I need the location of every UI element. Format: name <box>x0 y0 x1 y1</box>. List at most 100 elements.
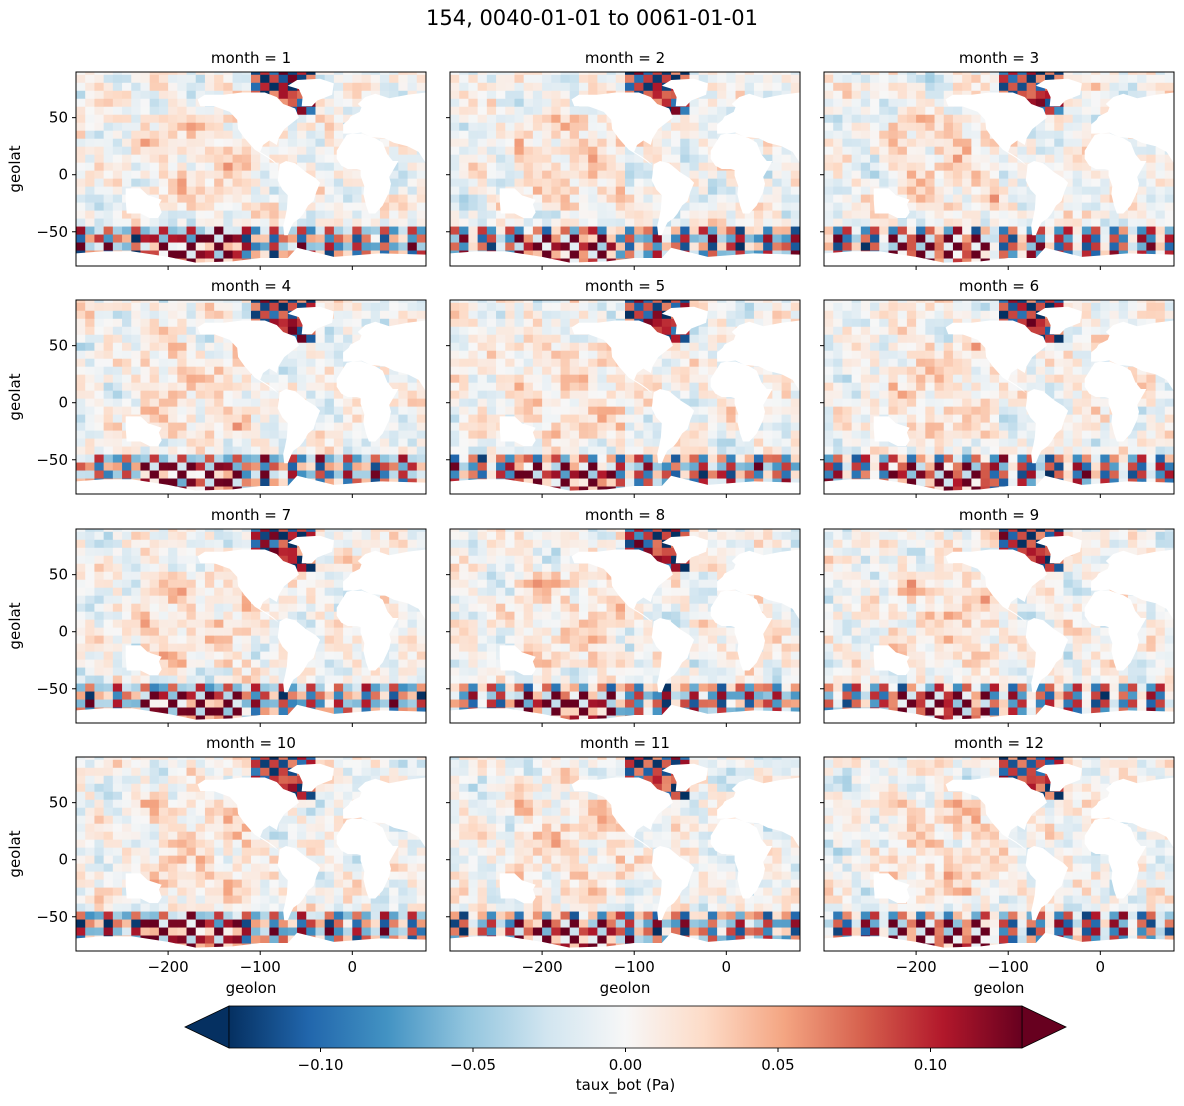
land-mask <box>277 389 321 464</box>
heatmap-cell <box>542 250 552 259</box>
heatmap-cell <box>1091 234 1101 243</box>
heatmap-cell <box>569 422 580 431</box>
heatmap-cell <box>343 414 353 423</box>
heatmap-cell <box>459 114 469 123</box>
heatmap-cell <box>379 74 390 83</box>
heatmap-cell <box>315 170 326 179</box>
heatmap-cell <box>689 194 700 203</box>
heatmap-cell <box>496 130 506 139</box>
heatmap-cell <box>1072 114 1083 123</box>
heatmap-cell <box>195 438 206 447</box>
heatmap-cell <box>1091 242 1101 251</box>
heatmap-cell <box>689 138 700 147</box>
heatmap-cell <box>370 74 381 83</box>
heatmap-cell <box>122 162 132 171</box>
heatmap-cell <box>523 234 534 243</box>
heatmap-cell <box>763 74 773 83</box>
heatmap-cell <box>772 438 783 447</box>
heatmap-cell <box>1026 154 1037 163</box>
heatmap-cell <box>925 226 936 235</box>
heatmap-cell <box>772 90 783 99</box>
heatmap-cell <box>168 178 178 187</box>
heatmap-cell <box>560 470 571 479</box>
heatmap-cell <box>477 302 488 311</box>
heatmap-cell <box>1054 154 1064 163</box>
heatmap-cell <box>588 130 598 139</box>
heatmap-cell <box>842 106 853 115</box>
heatmap-cell <box>76 98 86 107</box>
heatmap-cell <box>652 326 663 335</box>
heatmap-cell <box>269 250 280 259</box>
heatmap-cell <box>333 226 344 235</box>
heatmap-cell <box>76 130 86 139</box>
heatmap-cell <box>735 300 746 303</box>
heatmap-cell <box>707 170 718 179</box>
land-mask <box>76 247 426 266</box>
heatmap-cell <box>1137 242 1147 251</box>
heatmap-cell <box>707 82 718 91</box>
heatmap-cell <box>615 138 626 147</box>
heatmap-cell <box>195 250 206 259</box>
heatmap-cell <box>241 218 252 227</box>
heatmap-cell <box>389 170 399 179</box>
heatmap-cell <box>85 446 95 455</box>
heatmap-cell <box>168 242 178 251</box>
heatmap-cell <box>315 446 326 455</box>
heatmap-cell <box>606 366 617 375</box>
heatmap-cell <box>103 438 114 447</box>
heatmap-cell <box>112 82 123 91</box>
heatmap-cell <box>486 210 497 219</box>
heatmap-cell <box>560 358 571 367</box>
heatmap-cell <box>615 146 626 155</box>
heatmap-cell <box>735 90 746 99</box>
heatmap-cell <box>352 406 363 415</box>
heatmap-cell <box>186 438 197 447</box>
heatmap-cell <box>496 300 506 303</box>
heatmap-cell <box>1008 250 1018 259</box>
heatmap-cell <box>661 470 672 479</box>
heatmap-cell <box>214 390 224 399</box>
heatmap-cell <box>753 138 764 147</box>
heatmap-cell <box>514 218 525 227</box>
heatmap-cell <box>772 454 783 463</box>
heatmap-cell <box>698 302 709 311</box>
heatmap-cell <box>643 218 654 227</box>
heatmap-cell <box>370 470 381 479</box>
heatmap-cell <box>1072 226 1083 235</box>
heatmap-cell <box>542 82 552 91</box>
heatmap-cell <box>214 114 224 123</box>
heatmap-cell <box>260 234 270 243</box>
heatmap-cell <box>615 154 626 163</box>
heatmap-cell <box>168 382 178 391</box>
heatmap-cell <box>468 130 479 139</box>
heatmap-cell <box>934 462 945 471</box>
heatmap-cell <box>698 374 709 383</box>
heatmap-cell <box>103 90 114 99</box>
heatmap-cell <box>671 300 681 303</box>
heatmap-cell <box>1127 74 1138 83</box>
heatmap-cell <box>1127 82 1138 91</box>
heatmap-cell <box>112 326 123 335</box>
heatmap-cell <box>407 454 418 463</box>
heatmap-cell <box>514 122 525 131</box>
heatmap-cell <box>1109 202 1120 211</box>
heatmap-cell <box>652 478 663 487</box>
heatmap-cell <box>1054 226 1064 235</box>
heatmap-cell <box>287 382 298 391</box>
heatmap-cell <box>333 130 344 139</box>
heatmap-cell <box>103 462 114 471</box>
heatmap-cell <box>122 446 132 455</box>
heatmap-cell <box>1081 138 1092 147</box>
heatmap-cell <box>952 114 963 123</box>
heatmap-cell <box>379 438 390 447</box>
heatmap-cell <box>634 218 644 227</box>
y-tick-label: 0 <box>58 166 68 184</box>
heatmap-cell <box>588 194 598 203</box>
heatmap-cell <box>781 414 792 423</box>
heatmap-cell <box>251 218 261 227</box>
heatmap-cell <box>269 430 280 439</box>
heatmap-cell <box>324 154 335 163</box>
heatmap-cell <box>450 446 460 455</box>
heatmap-cell <box>112 242 123 251</box>
heatmap-cell <box>615 162 626 171</box>
